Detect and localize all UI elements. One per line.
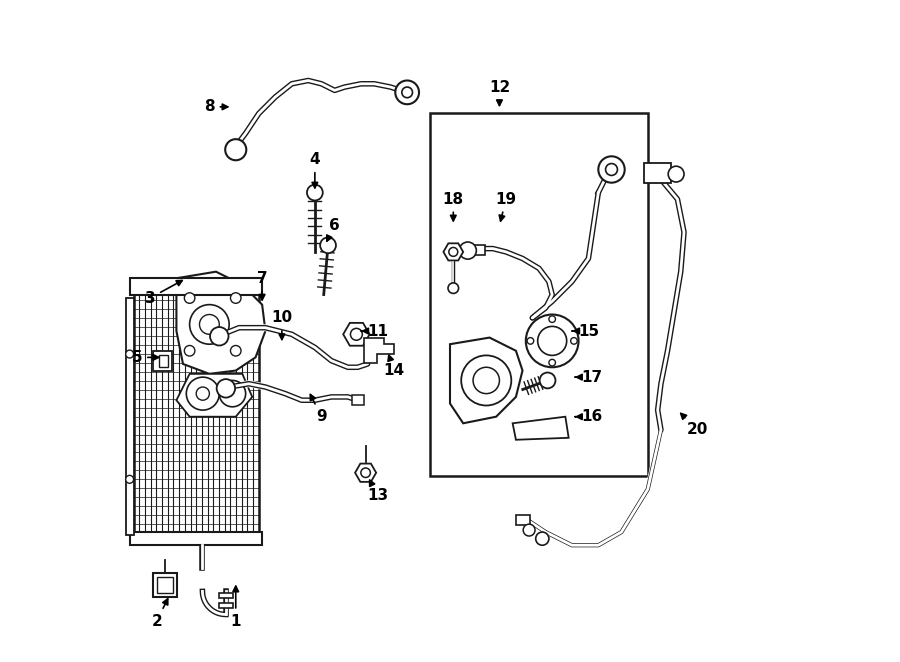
Text: 1: 1 <box>230 586 241 628</box>
Circle shape <box>536 532 549 545</box>
Text: 18: 18 <box>443 192 464 221</box>
Circle shape <box>361 468 371 477</box>
Circle shape <box>126 475 133 483</box>
Bar <box>130 532 262 545</box>
Text: 8: 8 <box>204 99 228 115</box>
Bar <box>126 298 133 536</box>
Text: 13: 13 <box>367 480 388 503</box>
Circle shape <box>196 387 210 401</box>
Text: 9: 9 <box>310 395 327 424</box>
Polygon shape <box>364 338 394 363</box>
Text: 4: 4 <box>310 152 320 188</box>
Circle shape <box>190 305 230 344</box>
Text: 11: 11 <box>362 324 388 338</box>
Bar <box>353 395 364 406</box>
Polygon shape <box>176 374 252 416</box>
Circle shape <box>184 346 195 356</box>
Text: 12: 12 <box>489 79 510 105</box>
Text: 20: 20 <box>680 413 708 438</box>
Circle shape <box>461 355 511 406</box>
Circle shape <box>537 326 567 355</box>
Circle shape <box>540 373 555 389</box>
Circle shape <box>230 346 241 356</box>
Polygon shape <box>356 463 376 482</box>
Text: 19: 19 <box>496 192 517 221</box>
Bar <box>130 278 262 295</box>
Text: 14: 14 <box>383 355 404 378</box>
Circle shape <box>523 524 535 536</box>
Text: 5: 5 <box>131 350 158 365</box>
Polygon shape <box>176 271 266 374</box>
Circle shape <box>350 328 363 340</box>
Circle shape <box>448 283 459 293</box>
Circle shape <box>220 381 246 407</box>
Text: 16: 16 <box>575 409 602 424</box>
Circle shape <box>186 377 220 410</box>
Circle shape <box>200 314 220 334</box>
Bar <box>158 577 173 592</box>
Polygon shape <box>513 416 569 440</box>
Bar <box>644 163 670 183</box>
Circle shape <box>320 238 336 253</box>
Text: 17: 17 <box>575 369 602 385</box>
Polygon shape <box>450 338 523 423</box>
Bar <box>153 351 172 371</box>
Polygon shape <box>444 244 464 260</box>
Bar <box>153 573 177 596</box>
Circle shape <box>230 293 241 303</box>
Circle shape <box>526 314 579 367</box>
Bar <box>516 515 530 526</box>
Circle shape <box>473 367 500 394</box>
Text: 6: 6 <box>327 218 340 241</box>
Circle shape <box>126 350 133 358</box>
Circle shape <box>459 242 476 259</box>
Circle shape <box>395 81 419 104</box>
Circle shape <box>184 293 195 303</box>
Bar <box>473 245 485 255</box>
Bar <box>219 602 233 608</box>
Circle shape <box>668 166 684 182</box>
Text: 7: 7 <box>256 271 267 300</box>
Text: 10: 10 <box>271 310 292 340</box>
Bar <box>133 291 259 542</box>
Circle shape <box>527 338 534 344</box>
Circle shape <box>307 185 323 201</box>
Bar <box>219 592 233 598</box>
Circle shape <box>571 338 577 344</box>
Circle shape <box>225 139 247 160</box>
Text: 3: 3 <box>145 281 182 306</box>
Bar <box>430 113 648 476</box>
Circle shape <box>401 87 412 98</box>
Circle shape <box>549 316 555 322</box>
Text: 15: 15 <box>572 324 599 338</box>
Circle shape <box>598 156 625 183</box>
Text: 2: 2 <box>151 599 167 628</box>
Circle shape <box>210 327 229 346</box>
Circle shape <box>549 359 555 366</box>
Bar <box>158 355 168 367</box>
Polygon shape <box>343 323 370 346</box>
Circle shape <box>449 248 458 256</box>
Circle shape <box>606 164 617 175</box>
Circle shape <box>217 379 235 398</box>
